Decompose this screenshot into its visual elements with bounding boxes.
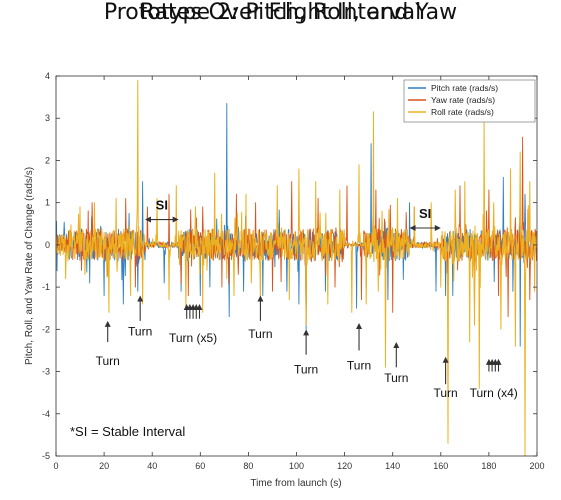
x-tick-label: 60	[195, 461, 205, 471]
y-tick-label: 2	[45, 155, 50, 165]
y-tick-label: 0	[45, 240, 50, 250]
annotation-arrow-head	[393, 342, 400, 348]
y-tick-label: -3	[42, 367, 50, 377]
turn-label: Turn	[96, 354, 120, 368]
x-tick-label: 80	[243, 461, 253, 471]
annotation-arrow-head	[137, 295, 144, 302]
annotation-arrow-head	[303, 329, 310, 336]
y-axis-label: Pitch, Roll, and Yaw Rate of Change (rad…	[24, 167, 35, 365]
y-tick-label: 1	[45, 198, 50, 208]
x-tick-label: 200	[529, 461, 544, 471]
plot-frame	[55, 75, 538, 457]
chart-title-line-2: Rates Over Flight Interval	[139, 0, 422, 25]
x-tick-label: 40	[147, 461, 157, 471]
turn-label: Turn (x4)	[470, 386, 518, 400]
turn-label: Turn	[384, 371, 408, 385]
x-tick-label: 100	[289, 461, 304, 471]
x-tick-label: 120	[337, 461, 352, 471]
x-tick-label: 20	[99, 461, 109, 471]
legend-entry: Pitch rate (rads/s)	[431, 83, 498, 93]
stable-interval-note: *SI = Stable Interval	[70, 424, 185, 439]
stable-interval-arrowhead-right	[172, 216, 179, 223]
annotation-arrow-head	[356, 323, 363, 329]
turn-label: Turn (x5)	[169, 331, 217, 345]
turn-label: Turn	[347, 358, 371, 372]
y-tick-label: -5	[42, 451, 50, 461]
annotation-arrow-head	[495, 358, 502, 365]
stable-interval-label: SI	[419, 206, 431, 221]
chart-title-line-1: Prototype 2: Pitch, Roll, and Yaw	[103, 0, 458, 25]
legend-box	[403, 79, 536, 123]
stable-interval-label: SI	[156, 198, 168, 213]
stable-interval-arrowhead-right	[434, 225, 441, 231]
turn-label: Turn	[128, 325, 152, 339]
stable-interval-arrowhead-left	[144, 216, 151, 223]
x-tick-label: 180	[481, 461, 496, 471]
turn-label: Turn	[248, 327, 272, 341]
y-tick-label: 4	[45, 71, 50, 81]
y-tick-label: -2	[42, 324, 50, 334]
legend-entry: Roll rate (rads/s)	[431, 107, 494, 117]
y-tick-label: -1	[42, 282, 50, 292]
stable-interval-arrowhead-left	[409, 225, 416, 231]
x-tick-label: 140	[385, 461, 400, 471]
legend-entry: Yaw rate (rads/s)	[431, 95, 495, 105]
x-tick-label: 0	[53, 461, 58, 471]
annotation-arrow-head	[196, 304, 203, 310]
x-axis-label: Time from launch (s)	[250, 478, 341, 489]
series-line-3	[55, 79, 538, 457]
turn-label: Turn	[294, 363, 318, 377]
y-tick-label: -4	[42, 409, 50, 419]
annotation-arrow-head	[442, 356, 449, 363]
annotation-arrow-head	[104, 320, 111, 327]
y-tick-label: 3	[45, 113, 50, 123]
x-tick-label: 160	[433, 461, 448, 471]
annotation-arrow-head	[257, 295, 264, 302]
turn-label: Turn	[433, 386, 457, 400]
